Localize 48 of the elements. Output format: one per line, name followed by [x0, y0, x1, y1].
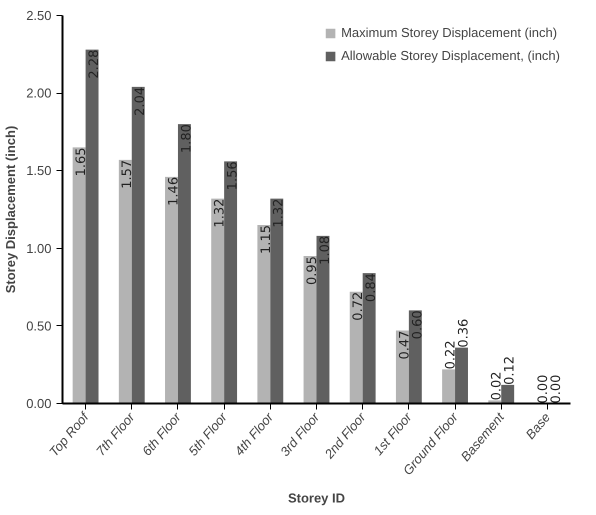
data-label: 0.72	[351, 292, 366, 321]
y-tick-label: 0.50	[26, 318, 52, 334]
data-label: 1.46	[166, 176, 182, 206]
data-label: 1.56	[226, 161, 241, 190]
bar	[178, 124, 191, 404]
bar	[211, 198, 224, 404]
y-tick-label: 0.00	[26, 396, 52, 411]
bar	[316, 236, 330, 404]
x-axis-title: Storey ID	[288, 490, 346, 506]
data-label: 0.47	[397, 330, 412, 360]
bar	[165, 176, 178, 404]
bar	[72, 147, 86, 404]
bar	[455, 348, 468, 404]
y-tick-label: 2.00	[26, 86, 52, 101]
bar	[132, 86, 145, 404]
bar	[118, 160, 132, 404]
data-label: 0.60	[410, 310, 426, 340]
y-tick-label: 2.50	[26, 8, 52, 23]
data-label: 1.08	[318, 236, 333, 265]
bar	[362, 273, 376, 404]
bar	[304, 256, 316, 404]
y-axis-title: Storey Displacement (inch)	[3, 126, 18, 294]
bar	[442, 369, 456, 404]
data-label: 0.84	[364, 273, 380, 302]
bar	[86, 50, 99, 404]
data-label: 2.28	[86, 50, 102, 79]
legend-label: Allowable Storey Displacement, (inch)	[341, 48, 560, 63]
data-label: 1.32	[212, 198, 228, 228]
data-label: 0.36	[456, 318, 472, 348]
y-tick-label: 1.00	[26, 240, 52, 256]
bar	[501, 384, 514, 404]
data-label: 1.65	[74, 147, 90, 176]
data-label: 0.22	[444, 340, 459, 370]
data-label: 1.15	[258, 225, 274, 254]
data-label: 0.95	[304, 256, 320, 286]
data-label: 2.04	[133, 86, 148, 116]
data-label: 0.12	[502, 356, 518, 385]
data-label: 0.00	[548, 374, 564, 404]
y-tick-label: 1.50	[26, 163, 52, 178]
bar	[257, 225, 270, 404]
data-label: 0.02	[490, 371, 505, 400]
bar	[270, 198, 284, 404]
data-label: 1.80	[179, 124, 194, 154]
data-label: 0.00	[536, 374, 551, 404]
legend-label: Maximum Storey Displacement (inch)	[341, 25, 558, 40]
bar	[224, 161, 238, 404]
data-label: 1.32	[272, 198, 287, 228]
data-label: 1.57	[120, 160, 136, 189]
